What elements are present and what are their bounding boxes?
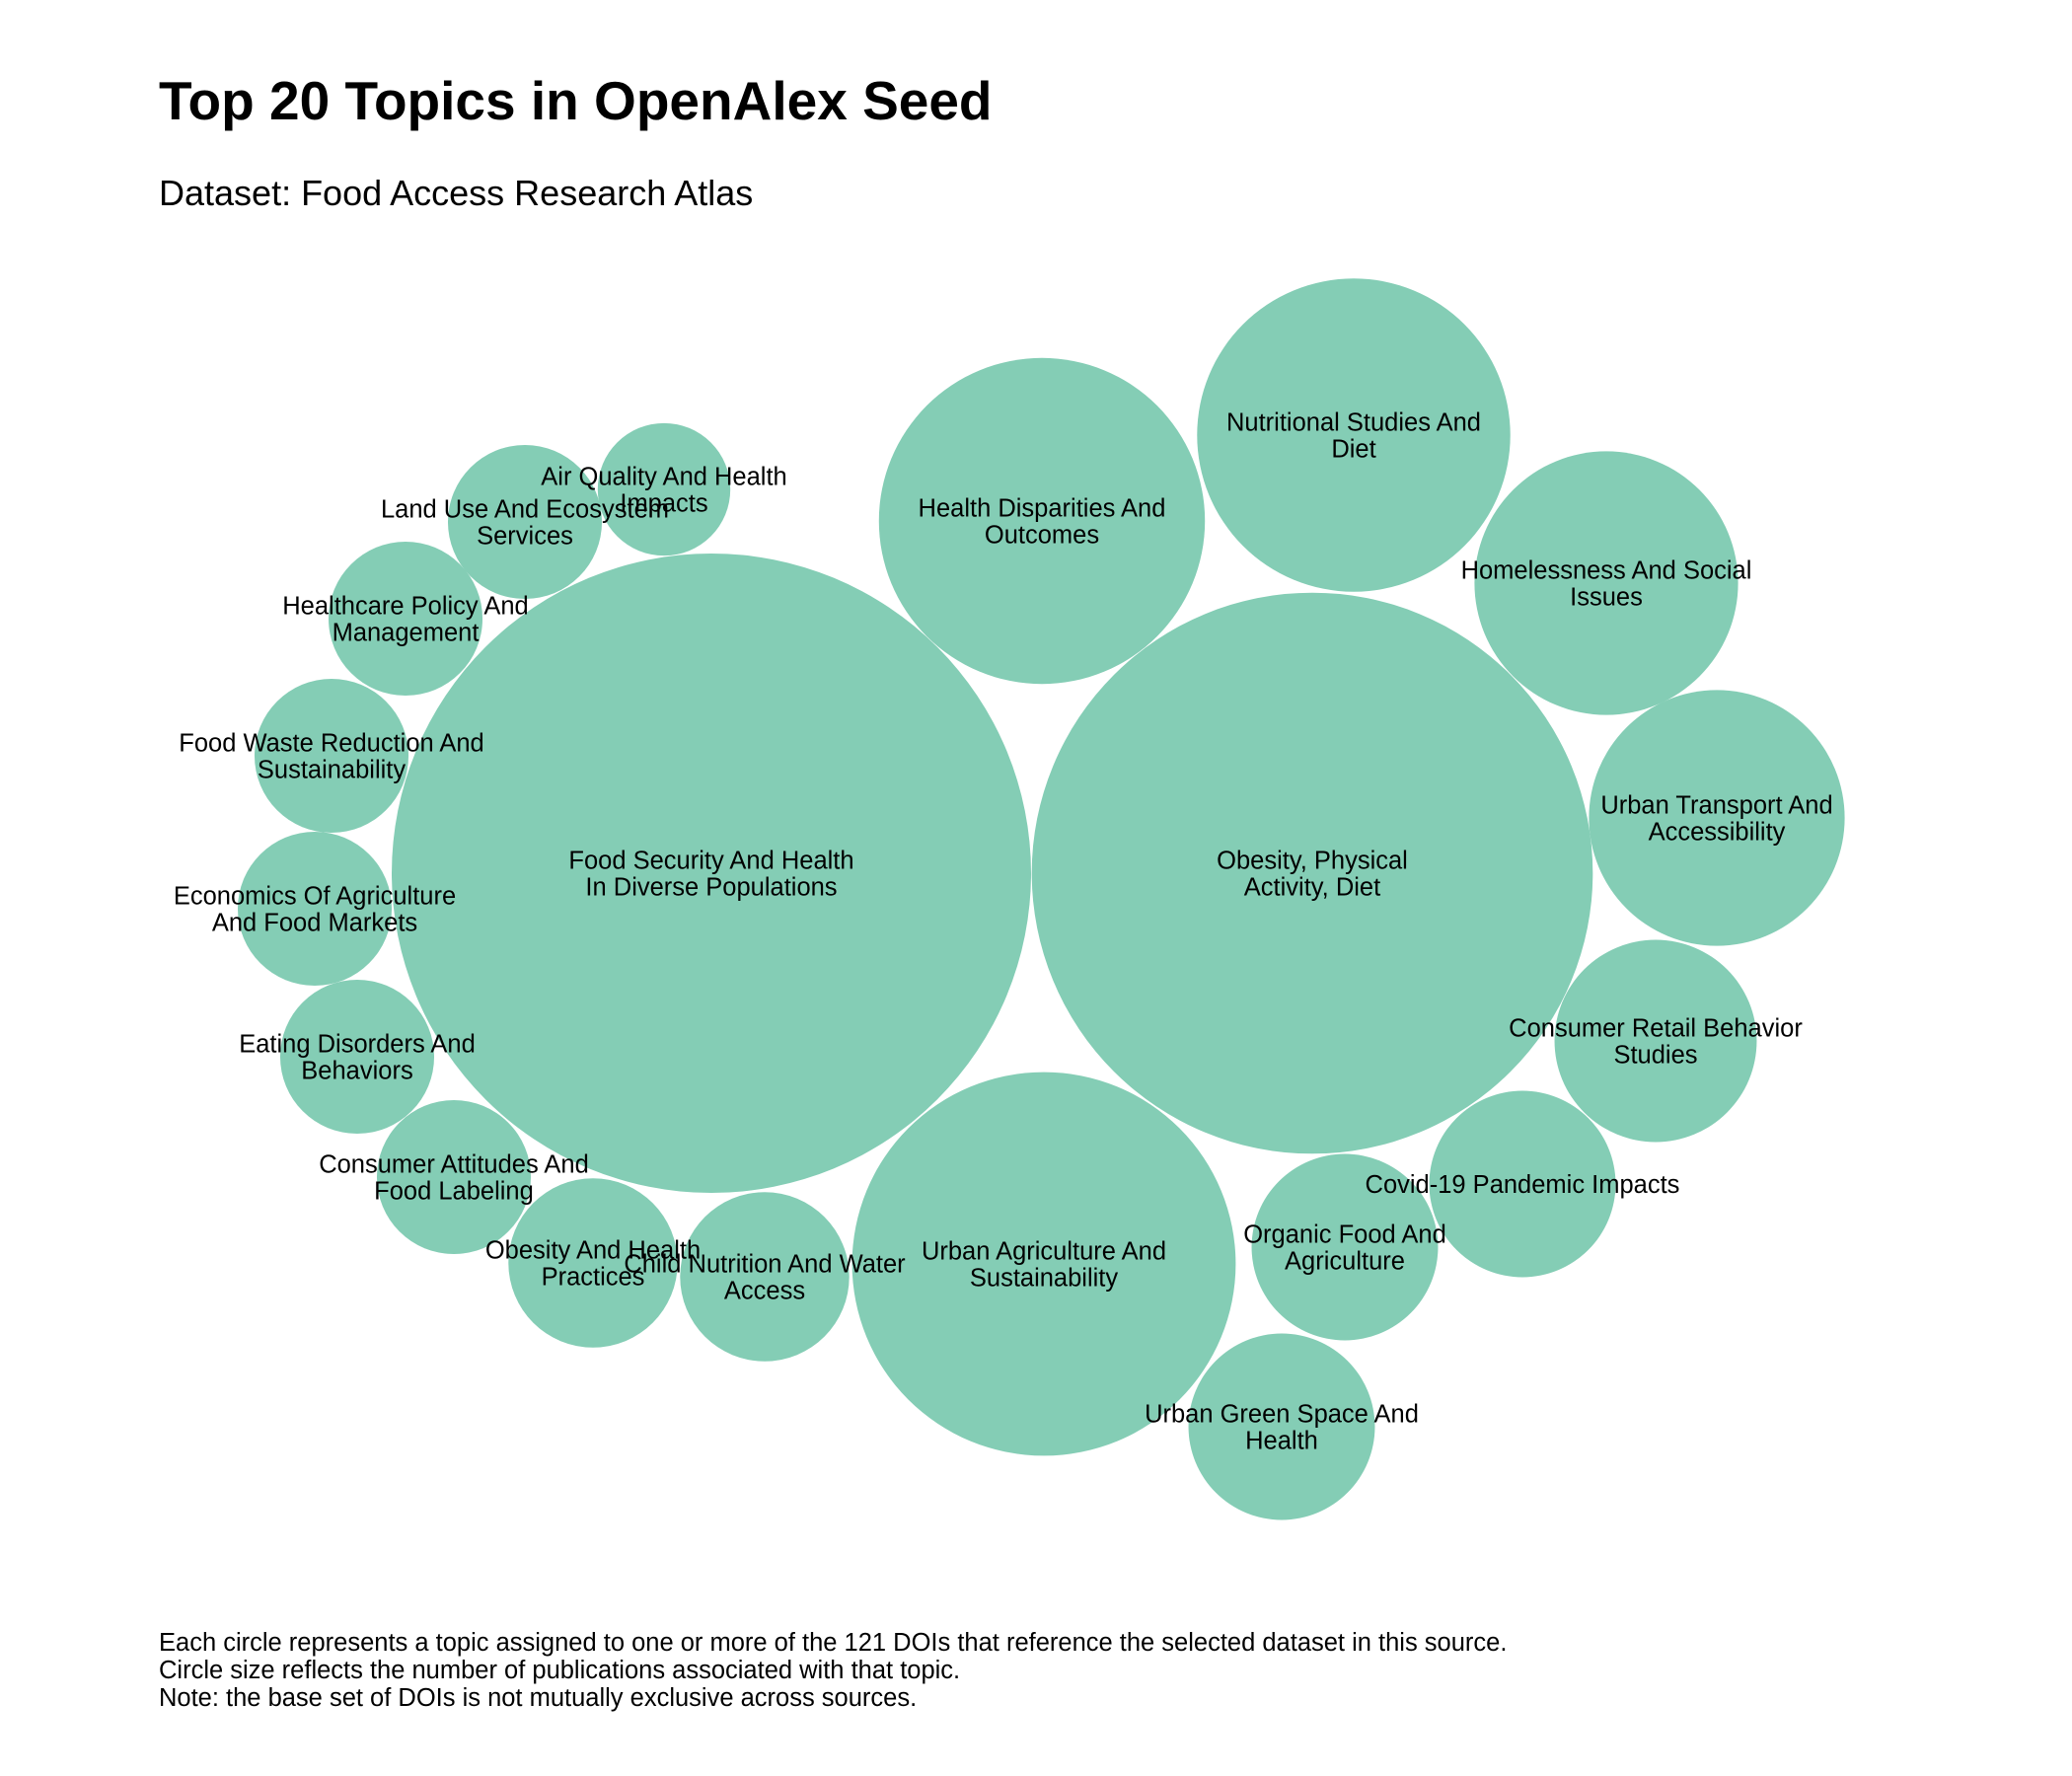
topic-bubble[interactable] xyxy=(851,1072,1236,1456)
topic-bubble[interactable] xyxy=(1554,939,1757,1143)
topic-bubble[interactable] xyxy=(447,444,603,600)
topic-bubble[interactable] xyxy=(1474,451,1739,715)
topic-bubble[interactable] xyxy=(237,831,393,987)
topic-bubble[interactable] xyxy=(392,554,1031,1193)
note-line: Each circle represents a topic assigned … xyxy=(159,1629,1508,1657)
topic-bubble[interactable] xyxy=(1589,690,1845,946)
topic-label: Obesity, Physical Activity, Diet xyxy=(1217,848,1408,902)
topic-label: Urban Agriculture And Sustainability xyxy=(922,1238,1166,1293)
topic-label: Obesity And Health Practices xyxy=(485,1237,701,1292)
topic-label: Nutritional Studies And Diet xyxy=(1226,409,1481,464)
topic-bubble[interactable] xyxy=(597,422,731,556)
topic-label: Consumer Retail Behavior Studies xyxy=(1509,1015,1803,1070)
topic-label: Economics Of Agriculture And Food Markets xyxy=(174,883,456,937)
chart-title: Top 20 Topics in OpenAlex Seed xyxy=(159,70,993,131)
topic-bubble[interactable] xyxy=(1031,592,1593,1154)
topic-label: Air Quality And Health Impacts xyxy=(541,464,786,518)
note-line: Circle size reflects the number of publi… xyxy=(159,1657,961,1684)
topic-label: Urban Transport And Accessibility xyxy=(1600,792,1832,847)
topic-bubble[interactable] xyxy=(1429,1090,1616,1278)
topic-bubble[interactable] xyxy=(1197,278,1511,592)
topic-label: Food Waste Reduction And Sustainability xyxy=(179,730,484,784)
chart-notes: Each circle represents a topic assigned … xyxy=(159,1629,1507,1712)
topic-bubble[interactable] xyxy=(254,678,409,834)
note-line: Note: the base set of DOIs is not mutual… xyxy=(159,1684,918,1712)
topic-bubble[interactable] xyxy=(878,357,1206,685)
topic-label: Organic Food And Agriculture xyxy=(1243,1221,1446,1276)
chart-subtitle: Dataset: Food Access Research Atlas xyxy=(159,173,754,213)
topic-label: Consumer Attitudes And Food Labeling xyxy=(319,1151,589,1206)
topic-bubble[interactable] xyxy=(1251,1153,1439,1341)
topic-label: Covid-19 Pandemic Impacts xyxy=(1366,1171,1680,1199)
topic-bubble[interactable] xyxy=(376,1099,532,1255)
topic-label: Eating Disorders And Behaviors xyxy=(239,1031,476,1085)
topic-label: Homelessness And Social Issues xyxy=(1461,557,1752,612)
topic-label: Land Use And Ecosystem Services xyxy=(381,496,669,551)
topic-bubble[interactable] xyxy=(1188,1333,1375,1520)
topic-bubble[interactable] xyxy=(328,541,483,697)
topic-label: Food Security And Health In Diverse Popul… xyxy=(568,848,853,902)
topic-bubble[interactable] xyxy=(279,979,435,1135)
topic-bubble[interactable] xyxy=(680,1192,850,1362)
topic-label: Healthcare Policy And Management xyxy=(282,593,528,647)
topic-label: Health Disparities And Outcomes xyxy=(919,495,1166,550)
topic-bubble[interactable] xyxy=(508,1178,678,1348)
topic-label: Child Nutrition And Water Access xyxy=(624,1251,906,1305)
topic-label: Urban Green Space And Health xyxy=(1145,1401,1419,1455)
